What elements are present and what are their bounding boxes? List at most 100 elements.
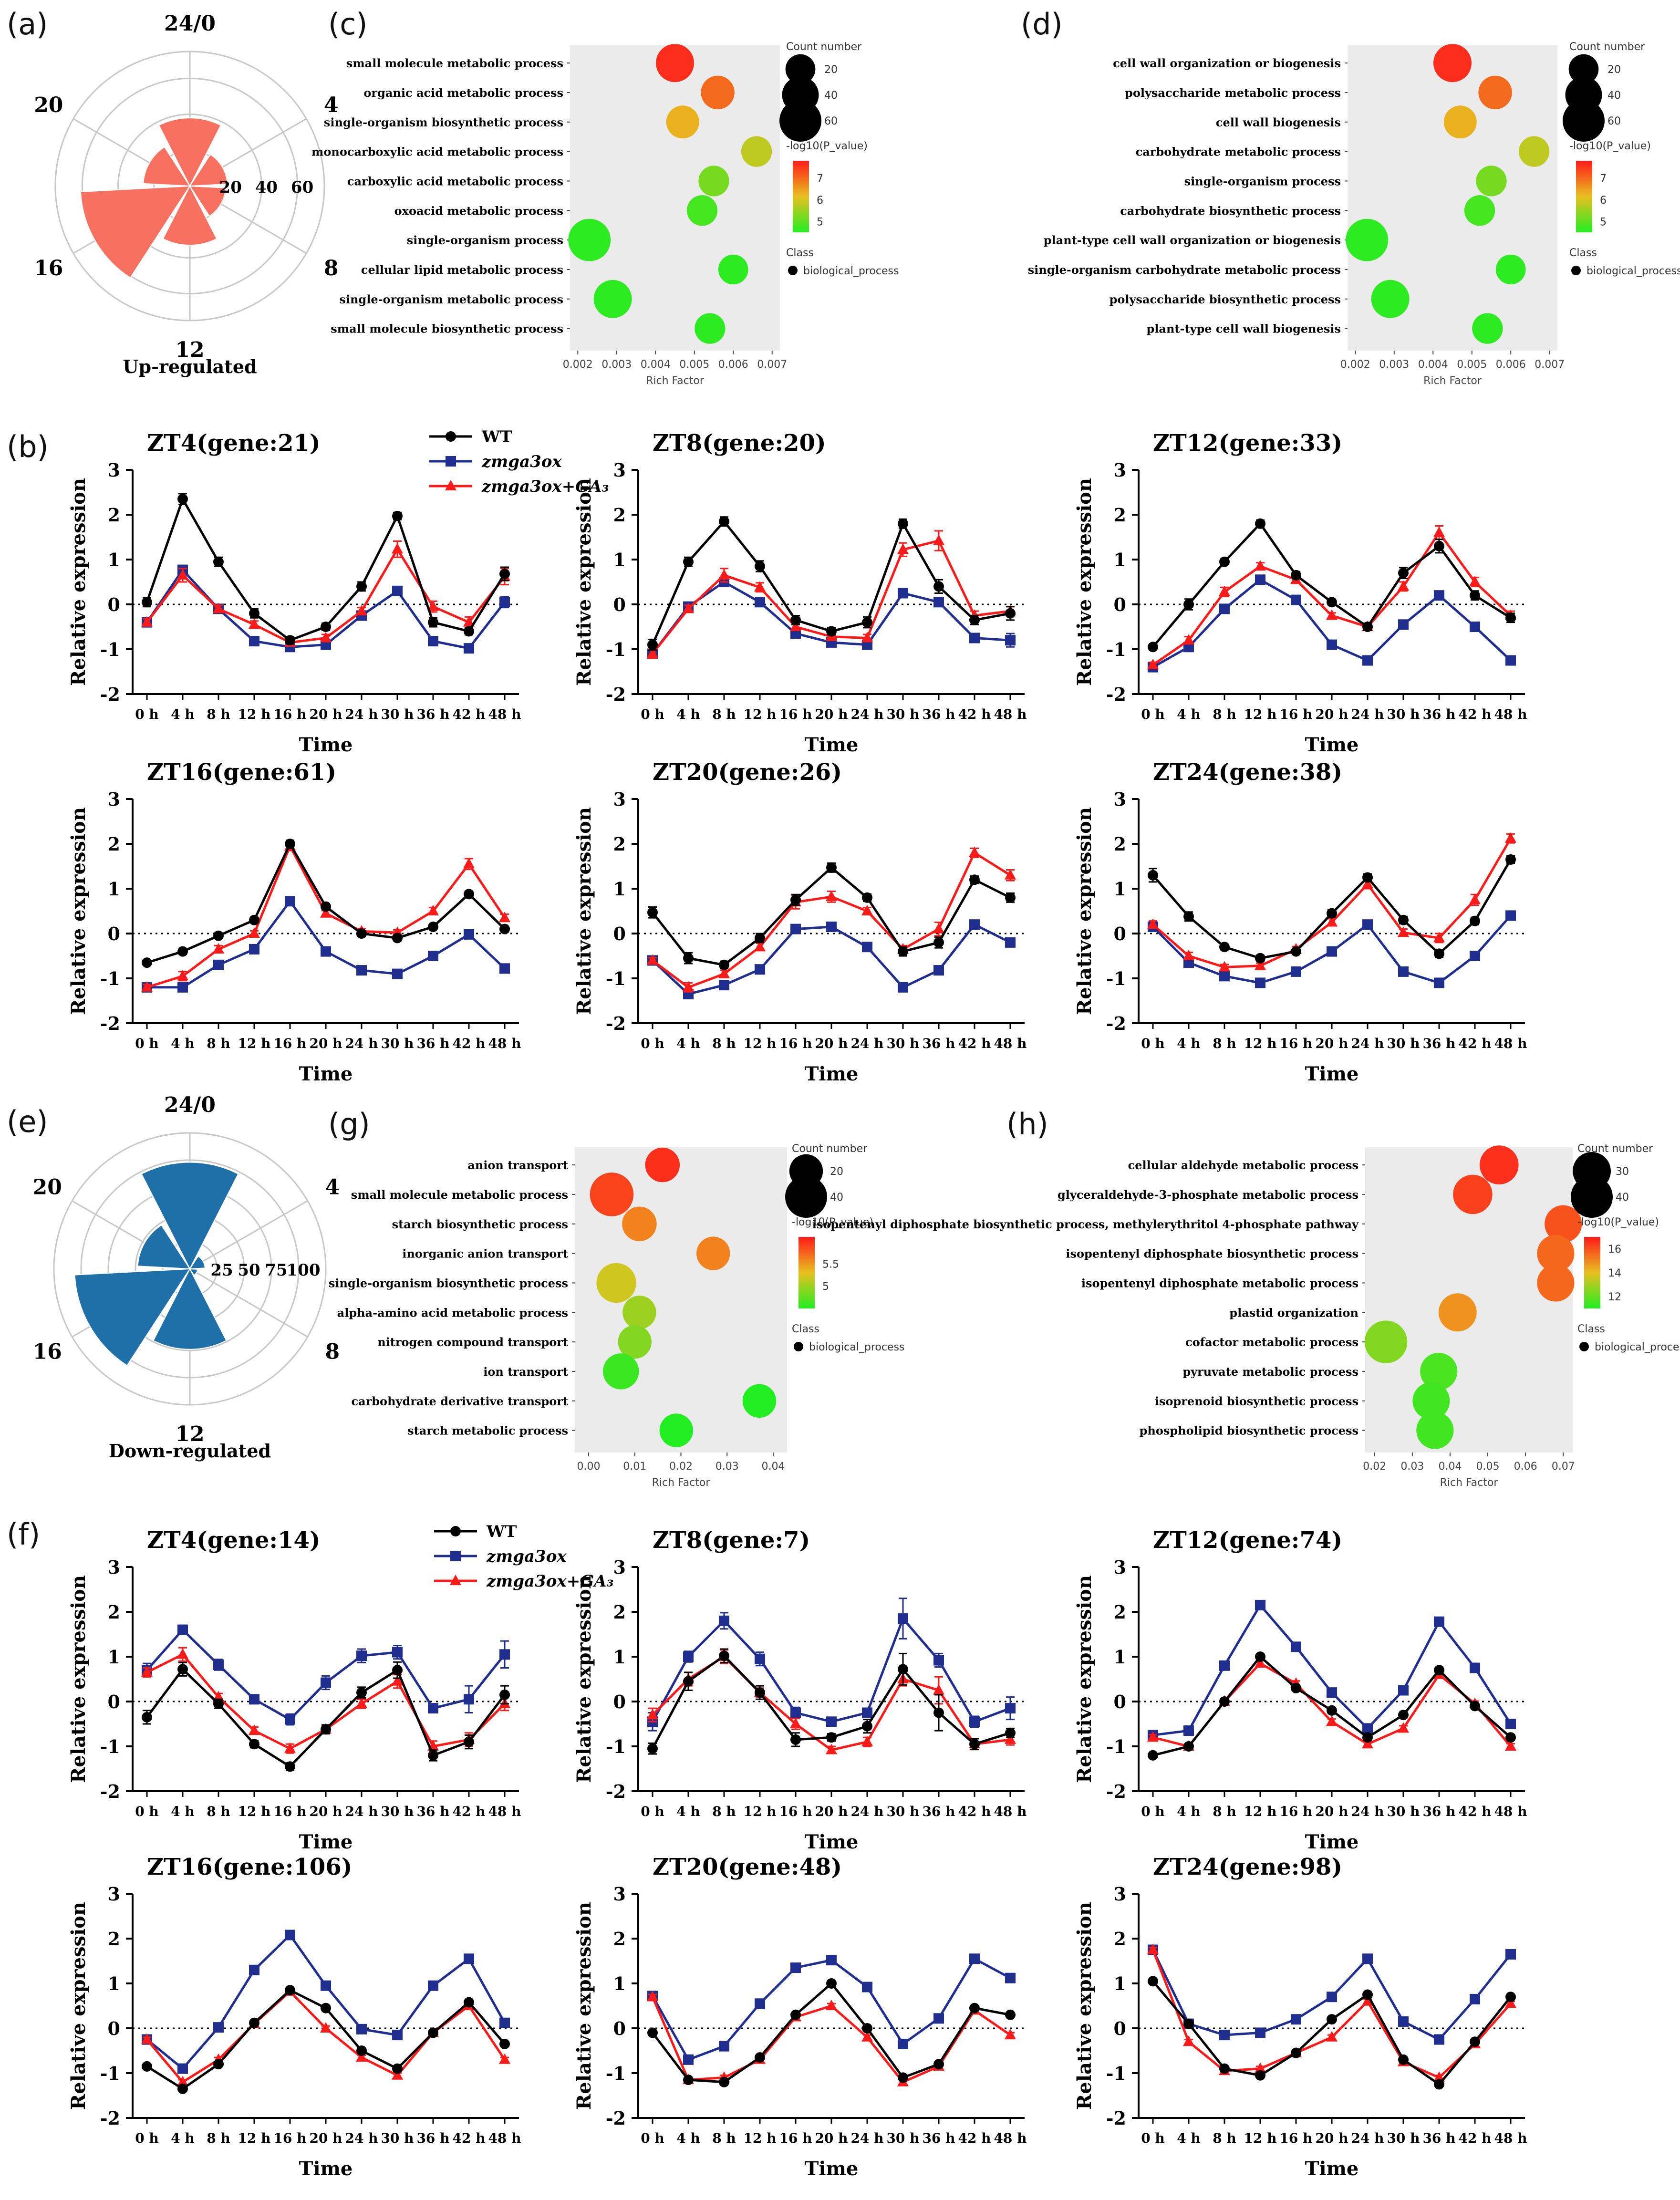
x-tick-label: 4 h — [676, 706, 700, 722]
line-marker — [249, 2017, 259, 2028]
x-tick-label: 16 h — [1279, 1804, 1312, 1819]
line-marker — [969, 1953, 980, 1964]
x-tick-label: 8 h — [207, 706, 230, 722]
y-tick-label: 0 — [1114, 594, 1126, 615]
bubble-point — [701, 75, 735, 110]
line-marker — [141, 981, 153, 992]
bubble-xtick-label: 0.006 — [1496, 359, 1526, 371]
line-marker — [1327, 597, 1337, 608]
rose-wedge-ZT8 — [189, 185, 227, 217]
x-tick-label: 30 h — [1387, 1804, 1420, 1819]
legend-label: zmga3ox+GA₃ — [486, 1572, 614, 1591]
line-marker — [1434, 540, 1444, 551]
x-axis-label: Time — [805, 734, 859, 756]
line-marker — [1005, 1733, 1016, 1744]
line-marker — [1362, 1738, 1373, 1749]
line-marker — [177, 569, 188, 580]
line-marker — [1469, 576, 1481, 586]
legend-class-dot — [1571, 266, 1581, 275]
bubble-point — [1537, 1264, 1575, 1302]
line-marker — [790, 1734, 801, 1745]
rose-caption: Down-regulated — [109, 1440, 271, 1462]
rose-wedge-ZT24 — [141, 1162, 239, 1270]
line-marker — [683, 2075, 694, 2086]
y-tick-label: -1 — [100, 968, 120, 989]
x-tick-label: 30 h — [381, 1036, 414, 1051]
panel-label-f: (f) — [7, 1517, 41, 1552]
line-marker — [428, 2027, 438, 2038]
x-axis-label: Time — [1305, 1063, 1359, 1085]
x-tick-label: 4 h — [1177, 2130, 1201, 2146]
line-marker — [1469, 893, 1481, 904]
line-chart-title: ZT8(gene:20) — [653, 430, 826, 457]
line-marker — [321, 1724, 331, 1735]
legend-color-tick: 12 — [1608, 1291, 1621, 1303]
line-marker — [1005, 1703, 1016, 1714]
x-tick-label: 48 h — [994, 1804, 1027, 1819]
bubble-point — [1438, 1293, 1477, 1332]
line-marker — [861, 632, 873, 643]
series-line-zmga3ox+GA₃ — [652, 851, 1011, 989]
line-marker — [1327, 2014, 1337, 2025]
line-marker — [1005, 2029, 1016, 2040]
bubble-point — [1433, 44, 1472, 83]
bubble-term-label: single-organism process — [407, 233, 563, 247]
x-tick-label: 12 h — [743, 2130, 776, 2146]
line-marker — [862, 2023, 872, 2034]
line-chart-title: ZT20(gene:26) — [653, 759, 842, 786]
line-marker — [499, 912, 510, 923]
bubble-point — [622, 1296, 656, 1329]
x-tick-label: 30 h — [381, 706, 414, 722]
rose-wedge-ZT24 — [158, 117, 222, 187]
line-marker — [285, 1714, 295, 1725]
line-marker — [1005, 892, 1016, 903]
line-marker — [499, 1689, 510, 1700]
line-marker — [1326, 1715, 1338, 1726]
line-marker — [284, 1742, 296, 1753]
legend-color-title: -log10(P_value) — [1569, 140, 1651, 152]
legend-color-bar — [1584, 1237, 1600, 1308]
line-marker — [177, 2083, 188, 2094]
legend-color-tick: 7 — [817, 173, 823, 185]
line-marker — [285, 1930, 295, 1941]
y-tick-label: 2 — [613, 504, 626, 526]
line-marker — [356, 2045, 367, 2056]
x-tick-label: 20 h — [309, 706, 342, 722]
bubble-point — [603, 1353, 639, 1390]
line-marker — [1398, 926, 1409, 937]
line-marker — [898, 2072, 908, 2083]
x-tick-label: 48 h — [488, 1036, 521, 1051]
bubble-xtick-label: 0.007 — [1535, 359, 1565, 371]
x-tick-label: 12 h — [1244, 706, 1276, 722]
legend-class-item: biological_process — [809, 1341, 904, 1353]
bubble-term-label: polysaccharide biosynthetic process — [1110, 292, 1341, 306]
line-marker — [213, 1659, 224, 1670]
rose-chart-a: 20 40 60 24/0 4 8 12 16 20 Up-regulated — [34, 11, 338, 377]
line-marker — [1255, 953, 1265, 964]
bubble-point — [1476, 166, 1507, 197]
y-axis-label: Relative expression — [67, 1575, 90, 1783]
rose-angle-label: 4 — [325, 1175, 340, 1200]
line-marker — [464, 1953, 474, 1964]
x-tick-label: 12 h — [1244, 1036, 1276, 1051]
y-tick-label: -1 — [100, 2063, 120, 2084]
x-tick-label: 8 h — [712, 2130, 736, 2146]
bubble-point — [1478, 75, 1512, 110]
y-tick-label: 2 — [108, 504, 120, 526]
bubble-xtick-label: 0.004 — [1418, 359, 1448, 371]
line-marker — [1327, 908, 1337, 919]
line-marker — [464, 643, 474, 654]
legend-class-dot — [794, 1342, 803, 1351]
line-marker — [1183, 911, 1194, 922]
line-marker — [213, 602, 224, 613]
y-tick-label: 3 — [1114, 1557, 1126, 1578]
bubble-term-label: cell wall organization or biogenesis — [1113, 56, 1341, 70]
line-marker — [464, 929, 474, 940]
x-tick-label: 8 h — [1213, 1036, 1236, 1051]
line-marker — [862, 942, 872, 953]
bubble-xtick-label: 0.00 — [577, 1461, 601, 1473]
legend-count-title: Count number — [1569, 41, 1645, 53]
panel-label-g: (g) — [328, 1107, 370, 1142]
bubble-term-label: carbohydrate metabolic process — [1136, 145, 1341, 159]
